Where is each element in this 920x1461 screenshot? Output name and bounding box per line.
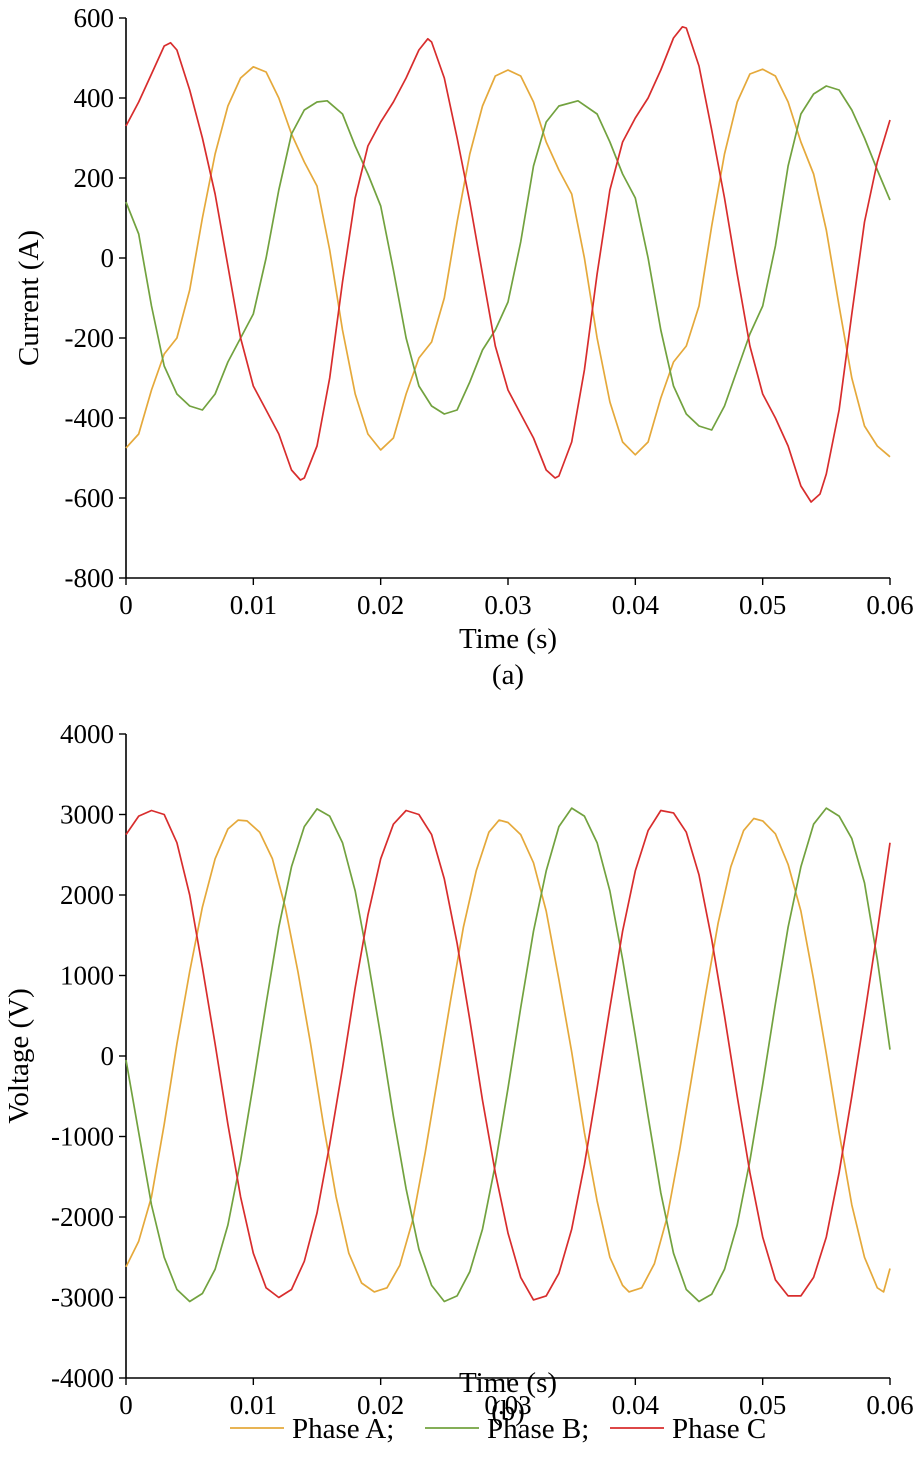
y-tick-label: 2000 — [60, 880, 114, 910]
x-tick-label: 0.06 — [866, 590, 913, 620]
x-tick-label: 0.06 — [866, 1390, 913, 1420]
legend-label-phase-c: Phase C — [672, 1413, 766, 1445]
x-tick-label: 0.03 — [484, 590, 531, 620]
series-line-phase-b — [125, 807, 891, 1303]
legend-label-phase-b: Phase B; — [487, 1413, 589, 1445]
y-tick-label: -600 — [65, 483, 115, 513]
y-tick-label: 400 — [74, 83, 115, 113]
y-tick-label: -2000 — [51, 1202, 114, 1232]
series-line-phase-b — [125, 85, 891, 431]
y-tick-label: -3000 — [51, 1283, 114, 1313]
x-axis-title: Time (s) — [459, 623, 557, 655]
y-tick-label: 200 — [74, 163, 115, 193]
series-line-phase-a — [125, 65, 891, 458]
x-tick-label: 0.05 — [739, 590, 786, 620]
x-axis-title: Time (s) — [459, 1367, 557, 1399]
y-tick-label: -4000 — [51, 1363, 114, 1393]
x-tick-label: 0 — [119, 1390, 133, 1420]
y-axis-title: Voltage (V) — [3, 988, 35, 1124]
current-chart: -800 -600 -400 -200 0 200 400 600 0 0.01 0.02 0.03 0… — [13, 3, 914, 691]
y-tick-label: 4000 — [60, 719, 114, 749]
y-tick-label: 0 — [101, 1041, 115, 1071]
panel-label: (b) — [491, 1395, 525, 1427]
legend: Phase A; Phase B; Phase C — [230, 1413, 766, 1445]
x-tick-label: 0.01 — [230, 590, 277, 620]
y-tick-label: 600 — [74, 3, 115, 33]
x-tick-label: 0.03 — [484, 1390, 531, 1420]
panel-label: (a) — [492, 659, 524, 691]
y-tick-label: -1000 — [51, 1122, 114, 1152]
series-line-phase-c — [125, 25, 891, 503]
x-tick-label: 0 — [119, 590, 133, 620]
series-line-phase-a — [125, 817, 891, 1293]
y-tick-label: -200 — [65, 323, 115, 353]
series-line-phase-c — [125, 809, 891, 1301]
y-tick-label: -800 — [65, 563, 115, 593]
x-tick-label: 0.05 — [739, 1390, 786, 1420]
x-tick-label: 0.01 — [230, 1390, 277, 1420]
voltage-chart: -4000 -3000 -2000 -1000 0 1000 2000 3000 4000 0 0.… — [3, 719, 914, 1427]
x-tick-label: 0.04 — [612, 1390, 660, 1420]
x-tick-label: 0.02 — [357, 1390, 404, 1420]
x-tick-label: 0.02 — [357, 590, 404, 620]
y-tick-label: 1000 — [60, 961, 114, 991]
y-axis-title: Current (A) — [13, 230, 45, 366]
legend-label-phase-a: Phase A; — [292, 1413, 394, 1445]
y-tick-label: 3000 — [60, 800, 114, 830]
y-tick-label: 0 — [101, 243, 115, 273]
y-tick-label: -400 — [65, 403, 115, 433]
x-tick-label: 0.04 — [612, 590, 660, 620]
